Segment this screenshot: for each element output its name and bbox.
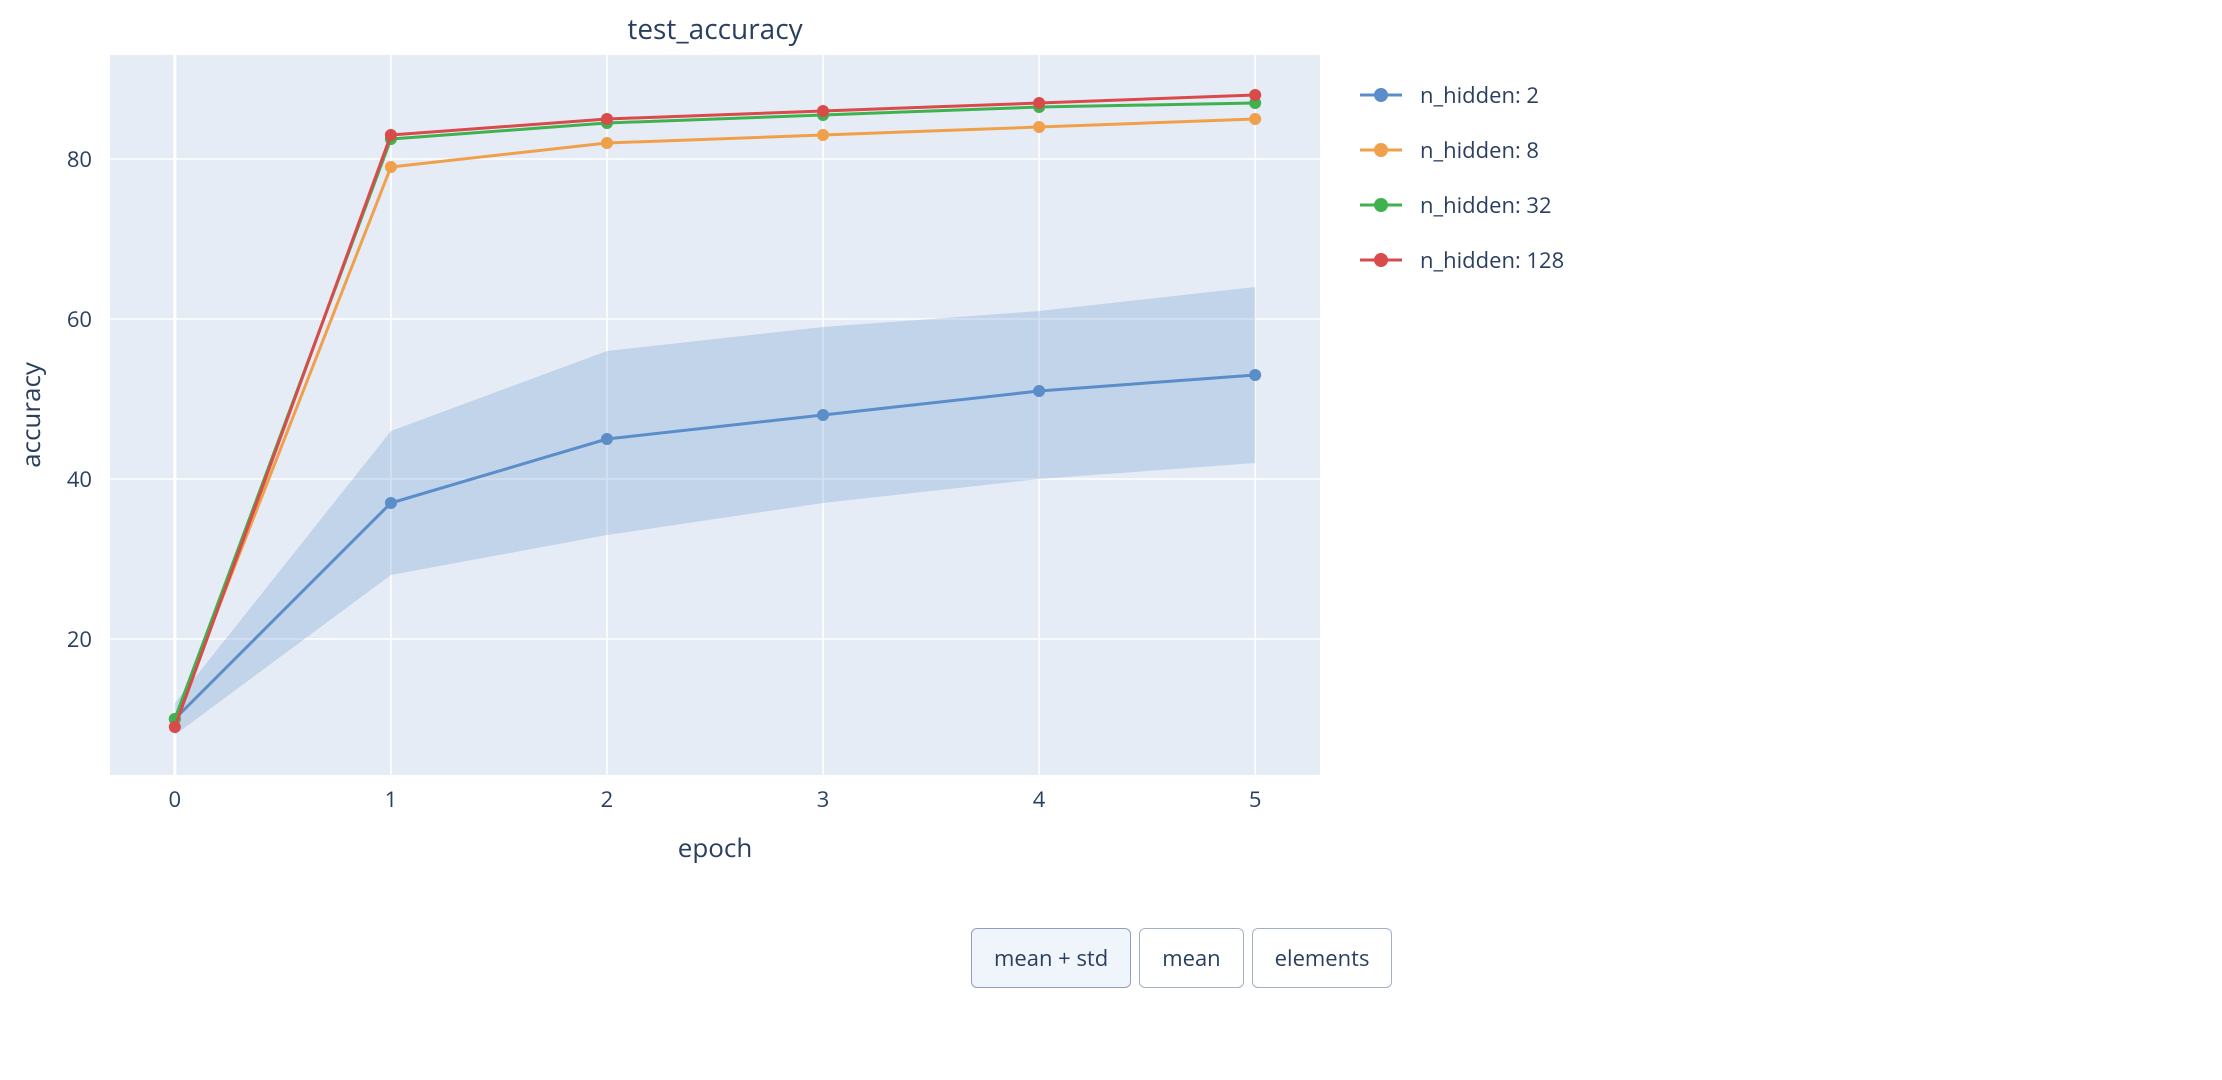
marker-n_hidden_8[interactable] [385,161,397,173]
marker-n_hidden_128[interactable] [817,105,829,117]
marker-n_hidden_2[interactable] [385,497,397,509]
y-tick-labels: 20 40 60 80 [67,144,92,654]
legend-item-n_hidden_2[interactable]: n_hidden: 2 [1360,80,1539,110]
mean-std-button[interactable]: mean + std [971,928,1131,988]
aggregate-mode-buttons: mean + std mean elements [971,928,1392,988]
legend-label: n_hidden: 128 [1420,245,1564,275]
chart-svg: 0 1 2 3 4 5 20 40 60 80 epoch accuracy n_hidden:… [0,0,2222,1080]
y-tick: 80 [67,144,92,174]
y-tick: 40 [67,464,92,494]
x-tick: 0 [169,784,182,814]
marker-n_hidden_128[interactable] [385,129,397,141]
legend-item-n_hidden_128[interactable]: n_hidden: 128 [1360,245,1564,275]
marker-n_hidden_128[interactable] [1033,97,1045,109]
legend-label: n_hidden: 32 [1420,190,1552,220]
marker-n_hidden_2[interactable] [601,433,613,445]
marker-n_hidden_8[interactable] [1033,121,1045,133]
legend-item-n_hidden_32[interactable]: n_hidden: 32 [1360,190,1552,220]
y-tick: 20 [67,624,92,654]
marker-n_hidden_8[interactable] [817,129,829,141]
marker-n_hidden_8[interactable] [1249,113,1261,125]
mean-button[interactable]: mean [1139,928,1243,988]
marker-n_hidden_128[interactable] [601,113,613,125]
x-axis-label: epoch [678,829,753,865]
x-tick-labels: 0 1 2 3 4 5 [169,784,1262,814]
y-axis-label: accuracy [12,361,48,468]
marker-n_hidden_8[interactable] [601,137,613,149]
y-tick: 60 [67,304,92,334]
marker-n_hidden_128[interactable] [1249,89,1261,101]
marker-n_hidden_2[interactable] [817,409,829,421]
x-tick: 4 [1033,784,1046,814]
x-tick: 1 [385,784,398,814]
x-tick: 2 [601,784,614,814]
legend[interactable]: n_hidden: 2 n_hidden: 8 n_hidden: 32 n_hidd… [1360,80,1564,275]
marker-n_hidden_2[interactable] [1249,369,1261,381]
elements-button[interactable]: elements [1252,928,1393,988]
x-tick: 3 [817,784,830,814]
marker-n_hidden_128[interactable] [169,721,181,733]
legend-label: n_hidden: 2 [1420,80,1539,110]
x-tick: 5 [1249,784,1262,814]
marker-n_hidden_2[interactable] [1033,385,1045,397]
legend-label: n_hidden: 8 [1420,135,1539,165]
legend-item-n_hidden_8[interactable]: n_hidden: 8 [1360,135,1539,165]
